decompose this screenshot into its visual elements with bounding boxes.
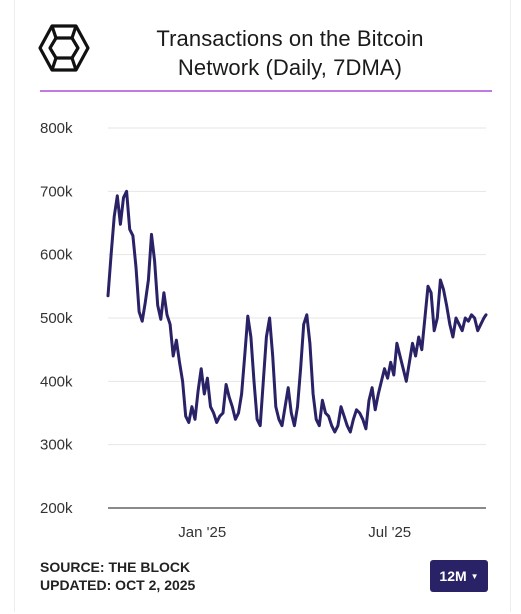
source-label: SOURCE: THE BLOCK [40,559,191,575]
chart-title-line-1: Transactions on the Bitcoin [156,26,424,51]
range-label: 12M [439,568,467,584]
updated-label: UPDATED: OCT 2, 2025 [40,577,196,593]
y-tick-label: 600k [40,247,73,264]
chart-title-line-2: Network (Daily, 7DMA) [177,55,403,80]
chart-title: Transactions on the Bitcoin Network (Dai… [120,24,460,82]
title-divider [40,90,492,92]
y-tick-label: 400k [40,373,73,390]
x-tick-label: Jan '25 [178,524,226,541]
y-tick-label: 300k [40,437,73,454]
range-select-button[interactable]: 12M ▼ [430,560,488,592]
y-tick-label: 200k [40,500,73,517]
chart-card [14,0,511,612]
series-line [106,189,488,434]
x-tick-label: Jul '25 [368,524,411,541]
y-tick-label: 700k [40,183,73,200]
y-tick-label: 800k [40,120,73,137]
source-footer: SOURCE: THE BLOCK UPDATED: OCT 2, 2025 [40,558,195,594]
the-block-cube-logo-icon [38,24,90,72]
caret-down-icon: ▼ [470,571,479,581]
y-tick-label: 500k [40,310,73,327]
